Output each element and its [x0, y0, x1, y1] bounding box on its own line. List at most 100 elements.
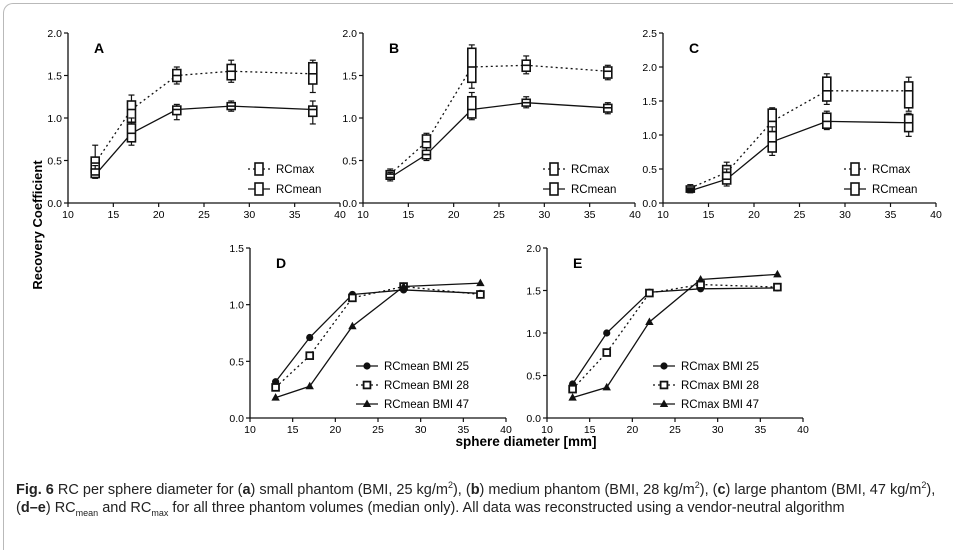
x-tick-label: 30 — [839, 209, 851, 221]
data-point — [645, 288, 654, 298]
legend-item: RCmax BMI 25 — [653, 361, 759, 373]
y-tick-label: 0.5 — [642, 164, 657, 176]
figure-canvas: Recovery Coefficient sphere diameter [mm]… — [30, 28, 942, 449]
panel-letter: C — [689, 40, 699, 56]
legend-label: RCmax — [571, 164, 610, 176]
legend-marker — [549, 182, 559, 196]
caption-segment: 2 — [694, 480, 700, 490]
x-tick-label: 35 — [289, 209, 301, 221]
box-marker — [172, 105, 182, 116]
caption-segment: 2 — [921, 480, 927, 490]
data-point — [305, 351, 315, 360]
panel-letter: A — [94, 40, 104, 56]
panel-letter: E — [573, 255, 582, 271]
legend-marker — [254, 182, 264, 196]
x-tick-label: 20 — [626, 424, 638, 436]
y-tick-label: 2.0 — [526, 243, 541, 255]
y-tick-label: 1.5 — [47, 71, 62, 83]
data-point — [645, 317, 654, 325]
panel-d: 10 15 20 25 30 35 40 0.0 0.5 1.0 1.5 D RCmean BMI 25… — [229, 243, 512, 436]
box-marker — [602, 66, 613, 79]
caption-segment: ) small phantom (BMI, 25 kg/m — [250, 481, 448, 498]
data-point — [476, 278, 485, 287]
legend-item: RCmean BMI 28 — [356, 380, 469, 392]
x-axis-label: sphere diameter [mm] — [455, 434, 596, 449]
x-tick-label: 30 — [538, 209, 550, 221]
x-tick-label: 20 — [748, 209, 760, 221]
x-tick-label: 20 — [329, 424, 341, 436]
panel-b: 10 15 20 25 30 35 40 0.0 0.5 1.0 1.5 2.0 B RCmax RCmea… — [342, 28, 641, 221]
box-marker — [903, 81, 914, 109]
panel-c: 10 15 20 25 30 35 40 0.0 0.5 1.0 1.5 2.0 2.5 C RCmax RC… — [642, 28, 942, 221]
caption-segment: and RC — [98, 499, 152, 516]
legend-label: RCmean BMI 25 — [384, 361, 469, 373]
y-tick-label: 1.5 — [229, 243, 244, 255]
x-tick-label: 35 — [584, 209, 596, 221]
x-tick-label: 20 — [153, 209, 165, 221]
legend-item: RCmean — [543, 182, 616, 196]
box-marker — [385, 173, 396, 181]
box-marker — [466, 47, 477, 84]
caption-segment: a — [242, 481, 251, 498]
y-tick-label: 1.0 — [47, 113, 62, 125]
x-tick-label: 25 — [372, 424, 384, 436]
legend-label: RCmax BMI 47 — [681, 399, 759, 411]
y-tick-label: 1.0 — [229, 300, 244, 312]
legend-marker — [660, 362, 668, 370]
x-tick-label: 40 — [500, 424, 512, 436]
y-tick-label: 0.0 — [526, 413, 541, 425]
legend-label: RCmax BMI 28 — [681, 380, 759, 392]
caption-segment: RC per sphere diameter for ( — [53, 481, 243, 498]
x-tick-label: 10 — [357, 209, 369, 221]
series-line — [690, 90, 909, 189]
y-tick-label: 0.5 — [47, 156, 62, 168]
data-point — [602, 348, 612, 357]
x-tick-label: 15 — [287, 424, 299, 436]
figure-caption: Fig. 6 RC per sphere diameter for (a) sm… — [16, 476, 946, 522]
legend-item: RCmax — [248, 162, 315, 176]
caption-segment: ) RC — [45, 499, 76, 516]
legend-marker — [659, 399, 669, 407]
caption-segment: d–e — [20, 499, 46, 516]
x-tick-label: 10 — [62, 209, 74, 221]
y-axis-label: Recovery Coefficient — [30, 160, 45, 290]
legend-item: RCmean BMI 25 — [356, 361, 469, 373]
box-marker — [307, 105, 318, 118]
data-point — [568, 393, 577, 401]
x-tick-label: 40 — [334, 209, 346, 221]
y-tick-label: 2.5 — [642, 28, 657, 40]
y-tick-label: 0.0 — [47, 198, 62, 210]
box-marker — [721, 171, 732, 185]
series-line — [572, 283, 778, 390]
x-tick-label: 40 — [930, 209, 942, 221]
data-point — [348, 321, 357, 330]
x-tick-label: 30 — [243, 209, 255, 221]
legend-marker — [363, 362, 371, 370]
data-point — [602, 382, 611, 391]
legend-item: RCmax BMI 28 — [653, 380, 759, 392]
x-tick-label: 40 — [629, 209, 641, 221]
panel-letter: D — [276, 255, 286, 271]
caption-label: Fig. 6 — [16, 481, 54, 498]
legend-label: RCmean — [276, 184, 321, 196]
y-tick-label: 2.0 — [342, 28, 357, 40]
box-marker — [821, 76, 832, 102]
x-tick-label: 30 — [712, 424, 724, 436]
x-tick-label: 25 — [493, 209, 505, 221]
x-tick-label: 15 — [703, 209, 715, 221]
data-point — [696, 274, 705, 283]
y-tick-label: 1.0 — [642, 130, 657, 142]
x-tick-label: 40 — [797, 424, 809, 436]
legend-marker — [659, 380, 669, 390]
panel-a: 10 15 20 25 30 35 40 0.0 0.5 1.0 1.5 2.0 A RCmax RCmea… — [47, 28, 346, 221]
legend-label: RCmean BMI 47 — [384, 399, 469, 411]
data-point — [773, 269, 782, 278]
data-point — [305, 381, 314, 390]
x-tick-label: 25 — [669, 424, 681, 436]
y-tick-label: 1.5 — [526, 286, 541, 298]
panel-e: 10 15 20 25 30 35 40 0.0 0.5 1.0 1.5 2.0 E RCmax BMI … — [526, 243, 809, 436]
data-point — [271, 393, 280, 401]
x-tick-label: 35 — [754, 424, 766, 436]
legend-marker — [362, 380, 372, 390]
legend-label: RCmean — [872, 184, 917, 196]
